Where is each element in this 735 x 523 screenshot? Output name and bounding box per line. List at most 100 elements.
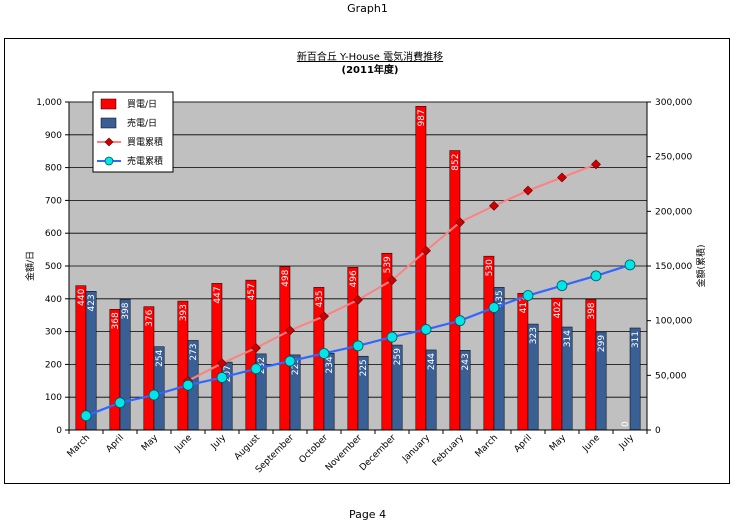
sale-cumulative-point [454, 315, 466, 327]
x-tick-label: March [66, 433, 92, 459]
legend-swatch [100, 98, 117, 110]
sale-cumulative-point [420, 324, 432, 335]
bar-purchase [245, 279, 257, 431]
sale-cumulative-point [182, 379, 194, 391]
bar-value-label: 435 [495, 290, 505, 307]
bar-value-label: 232 [257, 357, 267, 374]
y2-tick-label: 100,000 [655, 317, 692, 327]
bar-value-label: 225 [359, 359, 369, 376]
y-tick-label: 700 [45, 196, 62, 206]
bar-zero-label: 0 [621, 421, 631, 427]
y2-tick-label: 250,000 [655, 153, 692, 163]
y2-tick-label: 300,000 [655, 98, 692, 108]
bar-purchase [313, 287, 325, 431]
purchase-cumulative-point [387, 275, 397, 286]
x-tick-label: February [431, 433, 467, 469]
x-tick-label: March [474, 433, 500, 459]
bar-value-label: 447 [213, 286, 223, 303]
sale-cumulative-point [624, 259, 636, 271]
y-tick-label: 0 [56, 426, 62, 436]
x-tick-label: April [512, 433, 534, 455]
bar-value-label: 539 [383, 256, 393, 273]
sale-cumulative-point [318, 348, 330, 359]
bar-value-label: 323 [529, 327, 539, 344]
bar-value-label: 314 [563, 330, 573, 347]
bar-value-label: 402 [553, 301, 563, 318]
legend-label: 買電/日 [127, 99, 157, 110]
bar-value-label: 368 [111, 312, 121, 329]
bar-value-label: 530 [485, 259, 495, 276]
y2-tick-label: 0 [655, 426, 661, 436]
legend-marker [104, 137, 114, 147]
bar-value-label: 234 [325, 356, 335, 373]
chart-title: 新百合丘 Y-House 電気消費推移 [297, 50, 443, 63]
bar-purchase [415, 106, 427, 431]
chart-subtitle: (2011年度) [342, 63, 399, 76]
sale-cumulative-point [488, 302, 500, 313]
purchase-cumulative-point [217, 358, 227, 369]
bar-purchase [279, 266, 291, 431]
y-tick-label: 500 [45, 262, 62, 272]
page-footer: Page 4 [348, 508, 387, 521]
y2-tick-label: 50,000 [655, 371, 687, 381]
x-tick-label: April [104, 433, 126, 455]
sale-cumulative-point [284, 355, 296, 367]
y2-tick-label: 150,000 [655, 262, 692, 272]
x-tick-label: August [233, 433, 263, 463]
bar-value-label: 417 [519, 296, 529, 313]
sale-cumulative-point [386, 331, 398, 343]
bar-value-label: 259 [393, 348, 403, 365]
bar-value-label: 440 [77, 288, 87, 305]
y-axis-title: 金額/日 [24, 251, 36, 281]
bar-value-label: 498 [281, 269, 291, 286]
bar-value-label: 987 [417, 109, 427, 126]
purchase-cumulative-point [489, 200, 499, 211]
legend-label: 売電累積 [127, 155, 163, 167]
legend-swatch [100, 117, 117, 129]
purchase-cumulative-point [353, 294, 363, 305]
bar-value-label: 273 [189, 343, 199, 360]
x-tick-label: December [358, 433, 398, 473]
x-tick-label: June [172, 433, 194, 455]
x-tick-label: May [548, 433, 569, 454]
y-tick-label: 1,000 [36, 98, 62, 108]
bar-value-label: 398 [121, 302, 131, 319]
y-tick-label: 200 [45, 360, 62, 370]
x-tick-label: July [209, 433, 229, 453]
bar-value-label: 376 [145, 309, 155, 326]
bar-value-label: 243 [461, 353, 471, 370]
sale-cumulative-point [114, 397, 126, 409]
x-tick-label: January [400, 433, 432, 465]
y-tick-label: 900 [45, 131, 62, 141]
legend-label: 買電累積 [127, 136, 163, 148]
page-header: Graph1 [347, 2, 388, 15]
y-tick-label: 600 [45, 229, 62, 239]
purchase-cumulative-point [251, 343, 261, 353]
legend-marker [104, 156, 114, 166]
bar-value-label: 393 [179, 304, 189, 321]
purchase-cumulative-point [557, 172, 567, 183]
bar-value-label: 254 [155, 349, 165, 366]
y2-tick-label: 200,000 [655, 207, 692, 217]
x-tick-label: May [140, 433, 161, 454]
bar-value-label: 496 [349, 270, 359, 287]
y2-axis-title: 金額(累積) [695, 244, 707, 287]
bar-purchase [483, 255, 495, 431]
bar-value-label: 207 [223, 365, 233, 382]
y-tick-label: 300 [45, 328, 62, 338]
y-tick-label: 100 [45, 393, 62, 403]
purchase-cumulative-point [591, 159, 601, 170]
bar-value-label: 299 [597, 335, 607, 352]
sale-cumulative-point [556, 280, 568, 292]
purchase-cumulative-point [421, 245, 431, 256]
bar-value-label: 229 [291, 358, 301, 375]
sale-cumulative-point [80, 410, 92, 422]
purchase-cumulative-point [285, 325, 295, 336]
chart-frame [4, 38, 730, 484]
bar-value-label: 423 [87, 294, 97, 311]
bar-purchase [211, 283, 223, 431]
bar-value-label: 457 [247, 283, 257, 300]
y-tick-label: 400 [45, 295, 62, 305]
bar-value-label: 244 [427, 353, 437, 370]
